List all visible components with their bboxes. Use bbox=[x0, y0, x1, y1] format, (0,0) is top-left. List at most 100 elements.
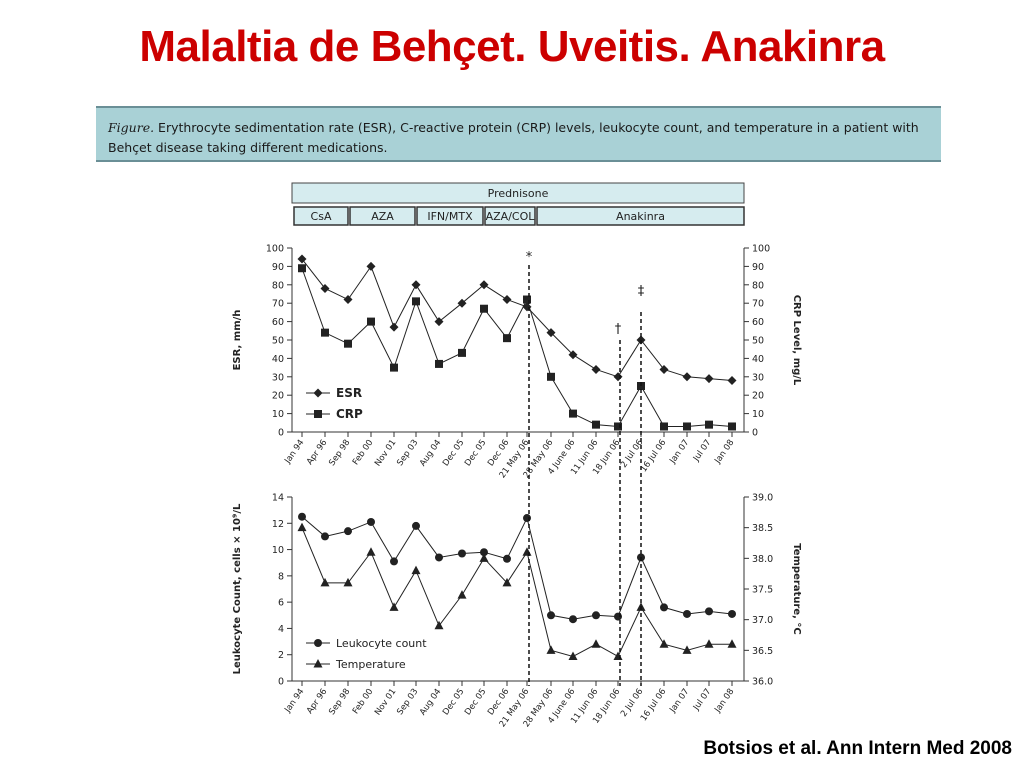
right-tick-label: 37.0 bbox=[752, 615, 773, 626]
data-point bbox=[502, 295, 512, 305]
left-tick-label: 0 bbox=[278, 677, 284, 688]
data-point bbox=[411, 565, 421, 575]
data-point bbox=[591, 364, 601, 374]
data-point bbox=[366, 261, 376, 271]
left-tick-label: 0 bbox=[278, 428, 284, 439]
x-tick-label: Aug 04 bbox=[418, 687, 443, 717]
series-line bbox=[301, 258, 733, 381]
data-point bbox=[458, 348, 466, 357]
left-tick-label: 4 bbox=[278, 624, 284, 635]
data-point bbox=[704, 639, 714, 648]
data-point bbox=[614, 422, 622, 431]
left-tick-label: 10 bbox=[272, 545, 284, 556]
left-tick-label: 8 bbox=[278, 571, 284, 582]
data-point bbox=[389, 322, 399, 332]
data-point bbox=[503, 334, 511, 343]
right-tick-label: 100 bbox=[752, 244, 770, 255]
right-tick-label: 30 bbox=[752, 372, 764, 383]
x-tick-label: Sep 98 bbox=[327, 438, 352, 468]
medication-segment bbox=[484, 206, 536, 226]
x-tick-label: Jan 08 bbox=[712, 687, 736, 715]
data-point bbox=[458, 549, 466, 558]
data-point bbox=[321, 532, 329, 541]
left-tick-label: 50 bbox=[272, 336, 284, 347]
x-tick-label: Nov 01 bbox=[373, 687, 398, 717]
x-tick-label: Sep 03 bbox=[395, 438, 420, 468]
data-point bbox=[705, 607, 713, 616]
data-point bbox=[480, 548, 488, 557]
data-point bbox=[546, 328, 556, 338]
event-markers: * † ‡ bbox=[526, 250, 645, 686]
data-point bbox=[434, 620, 444, 630]
data-point bbox=[344, 339, 352, 348]
data-point bbox=[547, 611, 555, 620]
esr-crp-chart: 0 10 20 30 40 50 60 70 80 90 100 0 10 20 30 40 50 60 70 80 9… bbox=[232, 244, 802, 481]
medication-segment bbox=[536, 206, 745, 226]
legend-label: ESR bbox=[336, 386, 362, 400]
prednisone-label: Prednisone bbox=[488, 187, 549, 200]
x-tick-label: Dec 05 bbox=[441, 438, 466, 468]
x-tick-label: Apr 96 bbox=[305, 438, 329, 467]
prednisone-bar bbox=[291, 182, 745, 204]
legend-marker bbox=[313, 659, 323, 668]
dagger-marker: † bbox=[615, 322, 622, 337]
data-point bbox=[343, 295, 353, 305]
figure-caption-box: Figure. Erythrocyte sedimentation rate (… bbox=[96, 106, 941, 162]
data-point bbox=[367, 517, 375, 526]
data-point bbox=[503, 554, 511, 563]
data-point bbox=[411, 280, 421, 290]
right-axis-title: Temperature, °C bbox=[791, 543, 802, 635]
x-tick-label: Dec 05 bbox=[463, 438, 488, 468]
right-tick-label: 38.5 bbox=[752, 523, 773, 534]
legend-marker bbox=[313, 388, 323, 398]
legend-label: Temperature bbox=[335, 658, 406, 671]
x-tick-label: Jan 07 bbox=[667, 687, 691, 715]
legend-label: CRP bbox=[336, 407, 363, 421]
data-point bbox=[320, 283, 330, 293]
right-tick-label: 90 bbox=[752, 262, 764, 273]
data-point bbox=[682, 372, 692, 382]
series-line bbox=[301, 268, 733, 428]
data-point bbox=[320, 577, 330, 587]
right-tick-label: 10 bbox=[752, 409, 764, 420]
data-point bbox=[479, 280, 489, 290]
citation: Botsios et al. Ann Intern Med 2008 bbox=[703, 738, 1012, 759]
data-point bbox=[569, 615, 577, 624]
data-point bbox=[683, 609, 691, 618]
right-tick-label: 39.0 bbox=[752, 493, 773, 504]
medication-segment-label: AZA bbox=[371, 210, 394, 223]
data-point bbox=[479, 553, 489, 562]
data-point bbox=[614, 612, 622, 621]
x-tick-label: Jul 07 bbox=[691, 438, 713, 464]
data-point bbox=[660, 422, 668, 431]
left-tick-label: 40 bbox=[272, 354, 284, 365]
left-tick-label: 10 bbox=[272, 409, 284, 420]
data-point bbox=[297, 254, 307, 264]
x-tick-label: Jan 94 bbox=[282, 687, 306, 715]
legend-marker bbox=[314, 639, 322, 647]
right-tick-label: 37.5 bbox=[752, 585, 773, 596]
data-point bbox=[434, 317, 444, 327]
medication-segment bbox=[293, 206, 349, 226]
data-point bbox=[502, 577, 512, 587]
right-tick-label: 60 bbox=[752, 317, 764, 328]
data-point bbox=[523, 295, 531, 304]
right-tick-label: 36.0 bbox=[752, 677, 773, 688]
medication-segment-label: Anakinra bbox=[616, 210, 665, 223]
medication-segment-label: AZA/COL bbox=[486, 210, 536, 223]
data-point bbox=[367, 317, 375, 326]
left-tick-label: 2 bbox=[278, 650, 284, 661]
data-point bbox=[659, 364, 669, 374]
double-dagger-marker: ‡ bbox=[638, 284, 645, 299]
data-point bbox=[660, 603, 668, 612]
medication-segments: CsA AZA IFN/MTX AZA/COL Anakinra bbox=[293, 206, 745, 226]
data-point bbox=[343, 577, 353, 587]
data-point bbox=[344, 527, 352, 536]
data-point bbox=[457, 590, 467, 599]
data-point bbox=[728, 422, 736, 431]
left-tick-label: 20 bbox=[272, 391, 284, 402]
data-point bbox=[523, 514, 531, 523]
medication-timeline: Prednisone CsA AZA IFN/MTX AZA/COL Anakinra bbox=[291, 182, 745, 226]
x-tick-label: Dec 05 bbox=[441, 687, 466, 717]
x-tick-label: Aug 04 bbox=[418, 438, 443, 468]
